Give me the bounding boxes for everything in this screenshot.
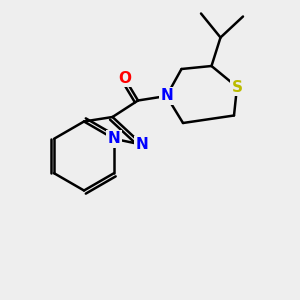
Text: N: N <box>160 88 173 104</box>
Text: N: N <box>136 137 149 152</box>
Text: S: S <box>232 80 242 94</box>
Text: N: N <box>107 131 120 146</box>
Text: O: O <box>118 70 131 86</box>
